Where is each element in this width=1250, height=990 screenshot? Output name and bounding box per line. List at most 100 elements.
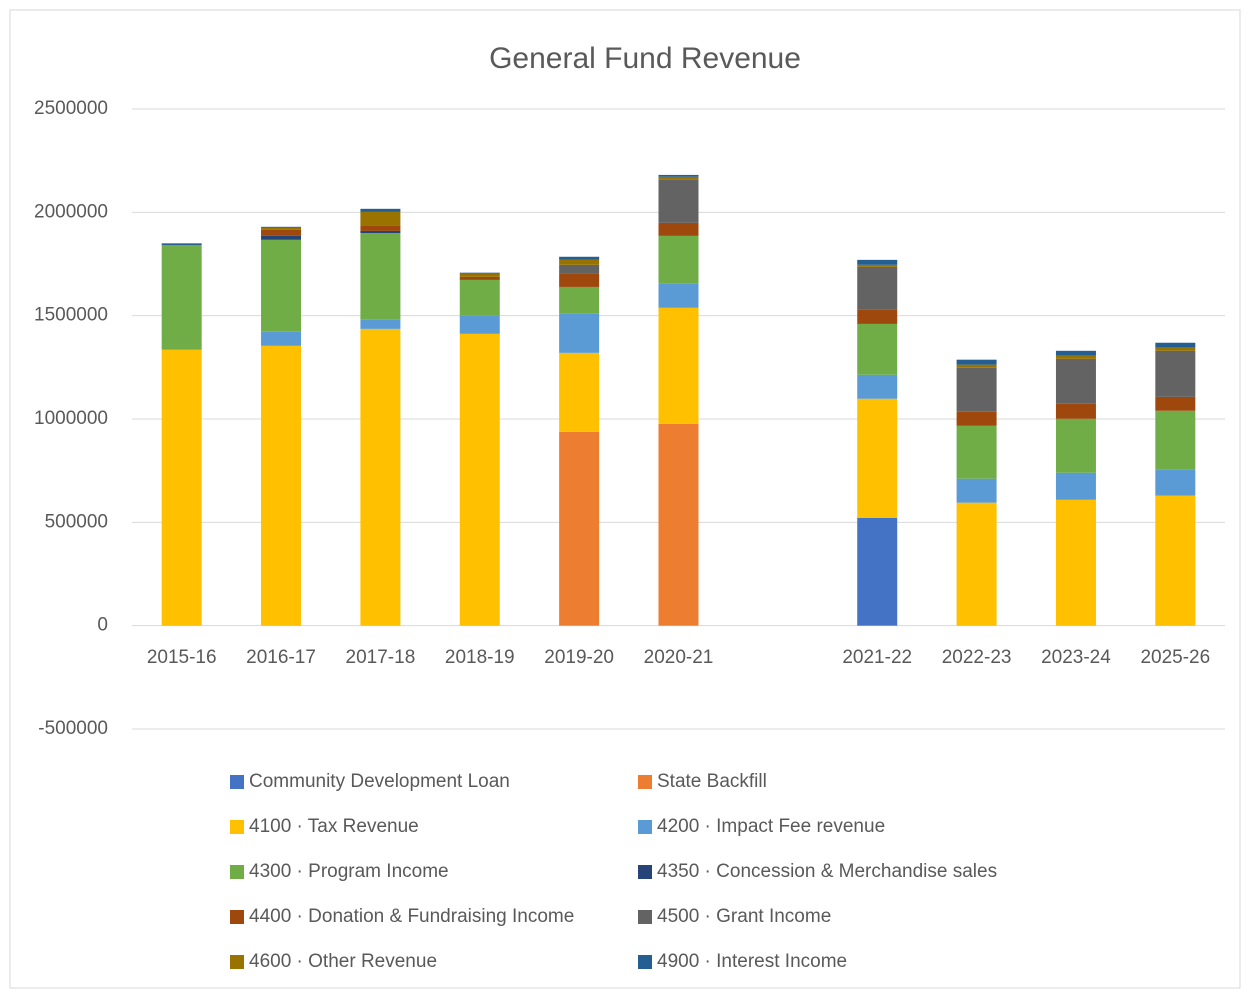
bar-segment: [956, 359, 997, 365]
bar-segment: [956, 478, 997, 503]
legend-label: 4400 · Donation & Fundraising Income: [249, 906, 574, 927]
x-tick-label: 2017-18: [346, 647, 416, 668]
legend-swatch: [230, 775, 244, 789]
bar-segment: [1155, 469, 1196, 496]
bar-segment: [857, 517, 898, 626]
bar-segment: [459, 272, 500, 274]
bar-segment: [956, 411, 997, 426]
bar-segment: [857, 374, 898, 399]
bar-segment: [459, 276, 500, 280]
y-tick-label: 0: [97, 615, 108, 636]
legend-label: 4350 · Concession & Merchandise sales: [657, 861, 997, 882]
bar-segment: [658, 307, 699, 424]
bar-segment: [261, 239, 302, 332]
bar-segment: [559, 264, 600, 274]
bar-segment: [1055, 418, 1096, 473]
bar-segment: [161, 349, 202, 626]
bar-segment: [956, 425, 997, 479]
bar-segment: [559, 286, 600, 314]
legend-swatch: [230, 910, 244, 924]
x-tick-label: 2025-26: [1140, 647, 1210, 668]
legend-label: 4100 · Tax Revenue: [249, 816, 419, 837]
bar-segment: [261, 229, 302, 236]
bar-segment: [857, 259, 898, 265]
bar-segment: [261, 226, 302, 228]
bar-segment: [658, 423, 699, 626]
bar-segment: [559, 313, 600, 353]
bar-segment: [956, 502, 997, 626]
bar-segment: [658, 283, 699, 308]
legend-label: 4600 · Other Revenue: [249, 951, 437, 972]
legend-label: 4500 · Grant Income: [657, 906, 831, 927]
bar-segment: [1055, 472, 1096, 500]
x-tick-label: 2016-17: [246, 647, 316, 668]
bar-segment: [360, 230, 401, 233]
bar-segment: [658, 235, 699, 284]
bar-segment: [658, 179, 699, 223]
bar-segment: [956, 367, 997, 412]
x-tick-label: 2023-24: [1041, 647, 1111, 668]
bar-segment: [261, 227, 302, 230]
bar-segment: [261, 345, 302, 626]
legend-label: 4200 · Impact Fee revenue: [657, 816, 885, 837]
legend-swatch: [638, 820, 652, 834]
y-tick-label: 1500000: [34, 305, 108, 326]
bar-segment: [956, 364, 997, 368]
bar-segment: [459, 273, 500, 277]
legend-swatch: [638, 775, 652, 789]
legend-swatch: [638, 865, 652, 879]
y-tick-label: 500000: [45, 511, 108, 532]
legend-label: 4300 · Program Income: [249, 861, 449, 882]
bar-segment: [1155, 347, 1196, 351]
bar-segment: [857, 266, 898, 310]
bar-segment: [1155, 396, 1196, 411]
bar-segment: [857, 309, 898, 324]
bar-segment: [1155, 342, 1196, 348]
bar-segment: [1155, 350, 1196, 397]
bar-segment: [1155, 410, 1196, 470]
x-tick-label: 2015-16: [147, 647, 217, 668]
bar-segment: [1055, 350, 1096, 356]
x-tick-label: 2021-22: [842, 647, 912, 668]
y-tick-label: -500000: [38, 718, 108, 739]
y-tick-label: 2000000: [34, 201, 108, 222]
y-tick-label: 2500000: [34, 98, 108, 119]
bar-segment: [559, 259, 600, 265]
bar-segment: [559, 352, 600, 432]
x-tick-label: 2020-21: [644, 647, 714, 668]
bar-segment: [360, 328, 401, 626]
legend-swatch: [638, 955, 652, 969]
bar-segment: [360, 211, 401, 226]
bar-segment: [459, 279, 500, 316]
bar-segment: [1055, 358, 1096, 404]
bar-segment: [857, 398, 898, 518]
bar-segment: [559, 273, 600, 287]
bar-segment: [459, 333, 500, 626]
bar-segment: [161, 244, 202, 350]
chart-title: General Fund Revenue: [489, 42, 801, 75]
x-tick-label: 2018-19: [445, 647, 515, 668]
bar-segment: [857, 264, 898, 267]
bar-segment: [360, 233, 401, 320]
bar-segment: [559, 431, 600, 626]
bar-segment: [360, 225, 401, 231]
bar-segment: [360, 319, 401, 329]
bar-segment: [658, 174, 699, 177]
bar-segment: [1055, 403, 1096, 419]
chart-border: [9, 9, 1241, 989]
bar-segment: [360, 208, 401, 212]
legend-swatch: [638, 910, 652, 924]
y-tick-label: 1000000: [34, 408, 108, 429]
legend-swatch: [230, 820, 244, 834]
bar-segment: [658, 222, 699, 236]
legend-swatch: [230, 955, 244, 969]
bar-segment: [1055, 499, 1096, 626]
bar-segment: [261, 235, 302, 240]
legend-label: Community Development Loan: [249, 771, 510, 792]
bar-segment: [459, 315, 500, 334]
legend-swatch: [230, 865, 244, 879]
bar-segment: [161, 243, 202, 245]
bar-segment: [559, 256, 600, 260]
x-tick-label: 2019-20: [544, 647, 614, 668]
